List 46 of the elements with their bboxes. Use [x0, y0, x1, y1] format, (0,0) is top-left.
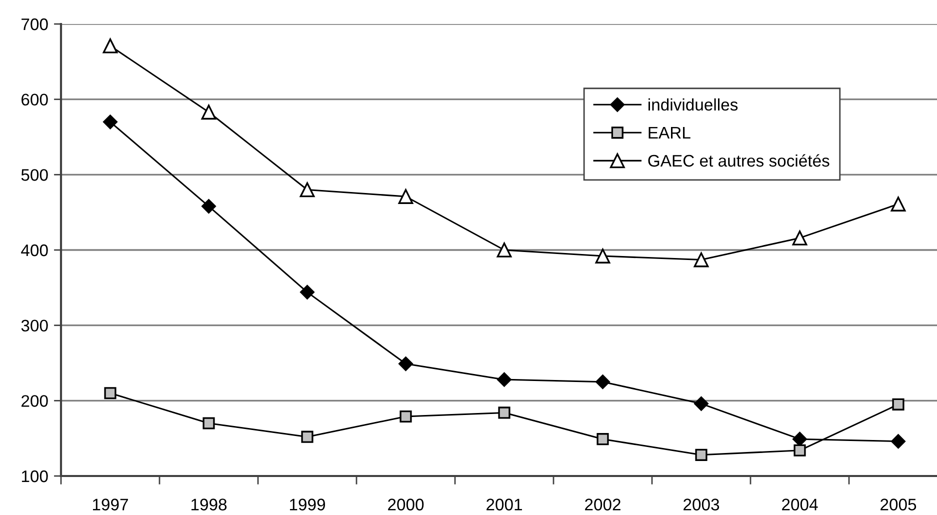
y-tick-label: 700 — [22, 18, 48, 30]
legend-label: EARL — [648, 127, 690, 138]
legend-label: GAEC et autres sociétés — [648, 154, 830, 167]
point — [104, 387, 116, 400]
point — [596, 433, 609, 446]
x-tick-label: 2000 — [388, 498, 424, 510]
x-tick-label: 2002 — [585, 498, 620, 510]
point — [890, 196, 906, 212]
point — [496, 242, 512, 258]
point — [400, 410, 412, 423]
y-tick-label: 400 — [21, 244, 48, 256]
point — [891, 434, 906, 449]
legend-label: individuelles — [648, 98, 738, 111]
x-tick-label: 1998 — [191, 498, 227, 510]
x-tick-label: 2004 — [782, 498, 818, 510]
x-tick-label: 2003 — [684, 498, 720, 510]
point — [694, 252, 709, 268]
point — [300, 182, 315, 198]
point — [892, 398, 904, 410]
point — [201, 104, 216, 120]
y-tick-label: 200 — [22, 395, 48, 407]
point — [398, 356, 413, 371]
point — [102, 38, 118, 54]
y-tick-label: 300 — [21, 320, 48, 332]
point — [792, 432, 807, 446]
point — [398, 189, 414, 204]
point — [103, 114, 118, 130]
point — [498, 406, 510, 419]
point — [694, 396, 708, 411]
point — [202, 417, 215, 430]
point — [202, 199, 216, 214]
point — [792, 230, 808, 246]
x-tick-label: 1999 — [290, 498, 325, 510]
point — [301, 430, 314, 443]
point — [695, 448, 708, 461]
point — [595, 248, 610, 264]
point — [497, 372, 512, 387]
point — [300, 284, 314, 300]
x-tick-label: 1997 — [92, 498, 128, 510]
y-tick-label: 100 — [22, 470, 48, 482]
x-tick-label: 2001 — [486, 498, 522, 510]
point — [794, 444, 806, 456]
y-tick-label: 500 — [21, 169, 48, 181]
x-tick-label: 2005 — [880, 498, 916, 510]
point — [596, 374, 610, 390]
y-tick-label: 600 — [22, 94, 48, 106]
